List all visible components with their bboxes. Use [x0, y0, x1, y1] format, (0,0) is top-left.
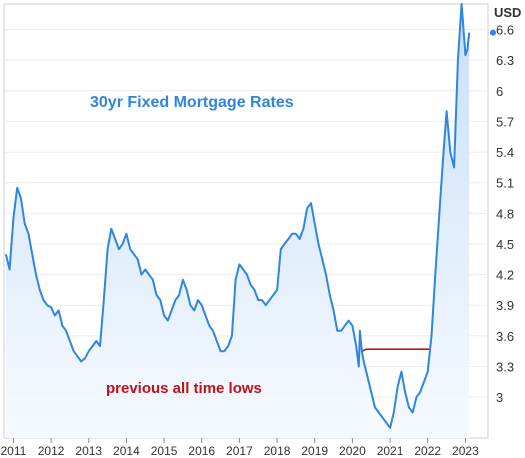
x-tick-label: 2017: [226, 444, 253, 458]
grid-lines: [3, 3, 489, 439]
annotation-previous-lows: previous all time lows: [106, 380, 262, 397]
y-tick-label: 3: [496, 390, 503, 405]
y-tick-label: 4.5: [496, 237, 514, 252]
y-tick-label: 6.3: [496, 53, 514, 68]
y-tick-label: 6: [496, 84, 503, 99]
x-tick-label: 2013: [75, 444, 102, 458]
x-tick-label: 2018: [264, 444, 291, 458]
unit-label: USD: [494, 5, 521, 20]
y-tick-label: 4.2: [496, 268, 514, 283]
x-tick-label: 2021: [377, 444, 404, 458]
x-tick-label: 2022: [414, 444, 441, 458]
x-tick-label: 2019: [301, 444, 328, 458]
series-layer: [4, 3, 471, 438]
y-tick-label: 4.8: [496, 206, 514, 221]
y-tick-label: 5.1: [496, 176, 514, 191]
y-tick-label: 3.6: [496, 329, 514, 344]
x-tick-label: 2012: [38, 444, 65, 458]
x-tick-label: 2020: [339, 444, 366, 458]
y-tick-label: 5.4: [496, 145, 514, 160]
axis-layer: 3 3.3 3.6 3.9 4.2 4.5 4.8 5.1 5.4 5.7 6 6.3 6.6 2011 2…: [1, 23, 515, 458]
last-value-marker: [490, 29, 496, 36]
y-tick-label: 3.9: [496, 298, 514, 313]
x-tick-label: 2015: [151, 444, 178, 458]
y-tick-label: 5.7: [496, 114, 514, 129]
x-tick-label: 2014: [113, 444, 140, 458]
rate-series-line: [4, 3, 471, 429]
chart-title: 30yr Fixed Mortgage Rates: [90, 94, 294, 111]
x-tick-label: 2011: [1, 444, 27, 458]
x-tick-label: 2016: [188, 444, 215, 458]
x-tick-label: 2023: [452, 444, 479, 458]
rate-area-fill: [5, 4, 470, 438]
y-tick-label: 6.6: [496, 23, 514, 38]
y-tick-label: 3.3: [496, 360, 514, 375]
